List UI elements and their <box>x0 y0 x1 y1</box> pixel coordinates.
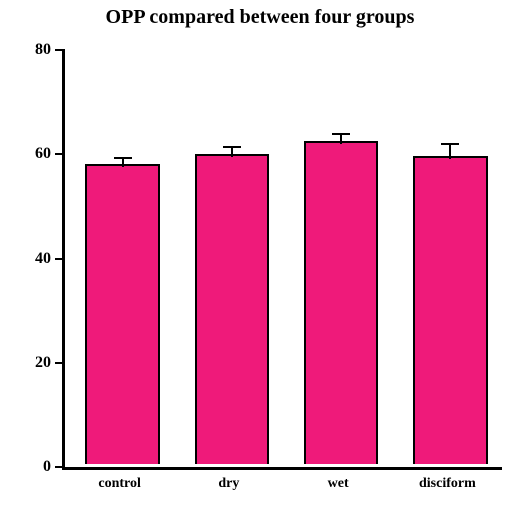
error-bar-cap <box>223 146 241 148</box>
y-tick-label: 20 <box>35 354 51 372</box>
y-tick-label: 80 <box>35 41 51 59</box>
error-bar-stem <box>340 134 342 143</box>
y-tick-mark <box>55 362 65 364</box>
y-tick-label: 60 <box>35 145 51 163</box>
error-bar-cap <box>114 157 132 159</box>
bar <box>304 141 378 464</box>
error-bar-cap <box>441 143 459 145</box>
y-tick-mark <box>55 466 65 468</box>
bar <box>85 164 159 464</box>
y-tick-mark <box>55 258 65 260</box>
x-category-label: control <box>98 476 141 492</box>
plot-area: 020406080 <box>62 50 502 470</box>
y-tick-label: 40 <box>35 250 51 268</box>
bar <box>195 154 269 464</box>
y-tick-mark <box>55 49 65 51</box>
error-bar-stem <box>122 158 124 167</box>
bar <box>413 156 487 464</box>
chart-title: OPP compared between four groups <box>0 6 520 29</box>
error-bar-stem <box>231 147 233 156</box>
y-tick-mark <box>55 153 65 155</box>
error-bar-stem <box>449 144 451 160</box>
x-category-label: dry <box>218 476 239 492</box>
bar-chart-figure: OPP compared between four groups 0204060… <box>0 0 520 518</box>
x-category-label: wet <box>328 476 349 492</box>
y-tick-label: 0 <box>43 458 51 476</box>
x-category-label: disciform <box>419 476 476 492</box>
error-bar-cap <box>332 133 350 135</box>
